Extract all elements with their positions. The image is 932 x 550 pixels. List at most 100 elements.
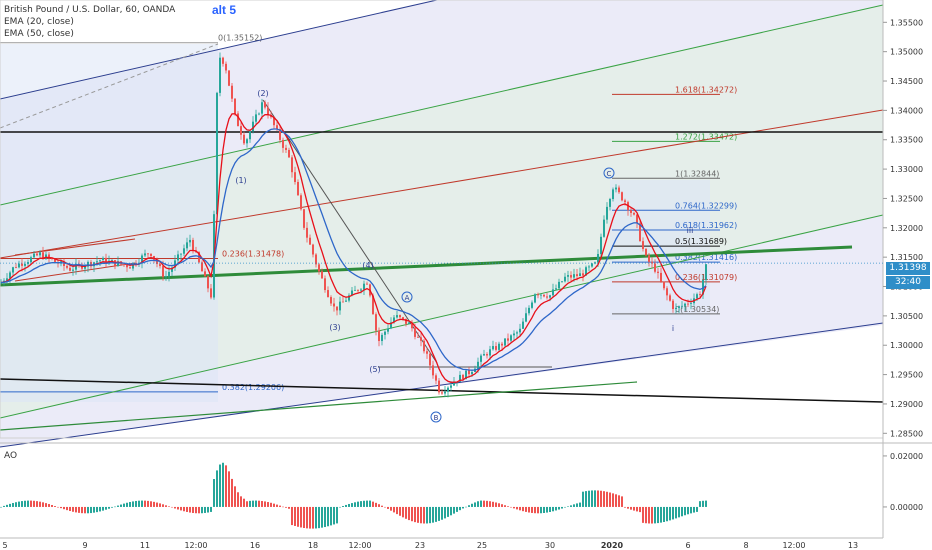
ao-bar xyxy=(270,502,272,507)
candle-body xyxy=(603,219,605,237)
y-tick-label: 1.34500 xyxy=(890,77,923,86)
candle-body xyxy=(555,288,557,290)
candle-body xyxy=(267,107,269,115)
ao-tick-label: 0.02000 xyxy=(890,452,923,461)
ao-bar xyxy=(171,506,173,508)
ao-bar xyxy=(147,500,149,507)
ao-bar xyxy=(84,506,86,514)
ao-bar xyxy=(333,506,335,525)
candle-body xyxy=(243,134,245,144)
candle-body xyxy=(438,380,440,393)
candle-body xyxy=(171,267,173,272)
candle-body xyxy=(678,306,680,308)
ao-bar xyxy=(543,506,545,513)
candle-body xyxy=(684,303,686,306)
ao-bar xyxy=(234,486,236,507)
trendline-green-lower xyxy=(0,381,638,431)
ao-bar xyxy=(279,505,281,507)
wave-label: (3) xyxy=(329,323,340,332)
indicator-ema50-label: EMA (50, close) xyxy=(4,29,74,39)
ao-bar xyxy=(72,506,74,512)
candle-body xyxy=(483,354,485,356)
ao-bar xyxy=(81,506,83,514)
ao-bar xyxy=(546,506,548,513)
ao-bar xyxy=(150,501,152,507)
ao-bar xyxy=(66,506,68,511)
candle-body xyxy=(675,307,677,310)
candle-body xyxy=(66,266,68,268)
candle-body xyxy=(486,354,488,356)
ao-bar xyxy=(27,500,29,507)
candle-body xyxy=(42,252,44,259)
candle-body xyxy=(651,261,653,264)
y-tick-label: 1.33000 xyxy=(890,165,923,174)
alt-5-label: alt 5 xyxy=(212,3,237,17)
ao-bar xyxy=(393,506,395,513)
candle-body xyxy=(264,102,266,108)
ao-bar xyxy=(0,506,2,508)
ao-bar xyxy=(36,501,38,507)
ao-bar xyxy=(117,505,119,507)
ao-bar xyxy=(162,504,164,507)
x-tick-label: 23 xyxy=(415,541,425,550)
ao-bar xyxy=(522,506,524,512)
wave-label-circle xyxy=(401,291,413,303)
candle-body xyxy=(147,253,149,255)
ao-bar xyxy=(276,504,278,507)
ao-bar xyxy=(45,503,47,507)
ao-bar xyxy=(531,506,533,513)
candle-body xyxy=(597,253,599,263)
candle-body xyxy=(609,199,611,207)
ao-bar xyxy=(195,506,197,514)
y-tick-label: 1.35000 xyxy=(890,48,923,57)
ao-bar xyxy=(561,506,563,509)
ao-bar xyxy=(564,506,566,508)
ao-bar xyxy=(495,502,497,507)
candle-body xyxy=(699,294,701,295)
candle-body xyxy=(306,227,308,238)
ao-bar xyxy=(492,501,494,507)
x-tick-label: 8 xyxy=(743,541,748,550)
wave-label: (2) xyxy=(257,89,268,98)
wave-label-circle xyxy=(430,411,442,423)
candle-body xyxy=(624,200,626,203)
candle-body xyxy=(573,274,575,278)
candle-body xyxy=(339,301,341,311)
ao-bar xyxy=(375,502,377,507)
candle-body xyxy=(360,289,362,291)
ao-bar xyxy=(435,506,437,522)
candle-body xyxy=(681,305,683,307)
candle-body xyxy=(393,317,395,323)
candle-body xyxy=(477,361,479,369)
ao-bar xyxy=(681,506,683,517)
chart-legend: British Pound / U.S. Dollar, 60, OANDA E… xyxy=(4,4,175,40)
x-tick-label: 16 xyxy=(250,541,260,550)
candle-body xyxy=(633,212,635,215)
candle-body xyxy=(348,295,350,301)
candle-body xyxy=(639,223,641,242)
candle-body xyxy=(189,239,191,243)
ao-bar xyxy=(300,506,302,528)
ao-bar xyxy=(423,506,425,524)
wave-trendline xyxy=(262,99,438,364)
ao-bar xyxy=(369,500,371,507)
candle-body xyxy=(489,349,491,356)
candle-body xyxy=(582,273,584,276)
ao-bar xyxy=(384,506,386,508)
candle-body xyxy=(666,288,668,296)
x-tick-label: 13 xyxy=(848,541,858,550)
ao-bar xyxy=(405,506,407,519)
candle-body xyxy=(297,181,299,196)
ao-bar xyxy=(330,506,332,526)
candle-body xyxy=(72,269,74,271)
ao-bar xyxy=(537,506,539,514)
candle-body xyxy=(39,252,41,256)
candle-body xyxy=(123,264,125,266)
x-tick-label: 25 xyxy=(477,541,487,550)
ao-bar xyxy=(624,506,626,508)
candle-body xyxy=(168,271,170,277)
ao-bar xyxy=(456,506,458,512)
candle-body xyxy=(690,303,692,304)
ao-bar xyxy=(180,506,182,511)
